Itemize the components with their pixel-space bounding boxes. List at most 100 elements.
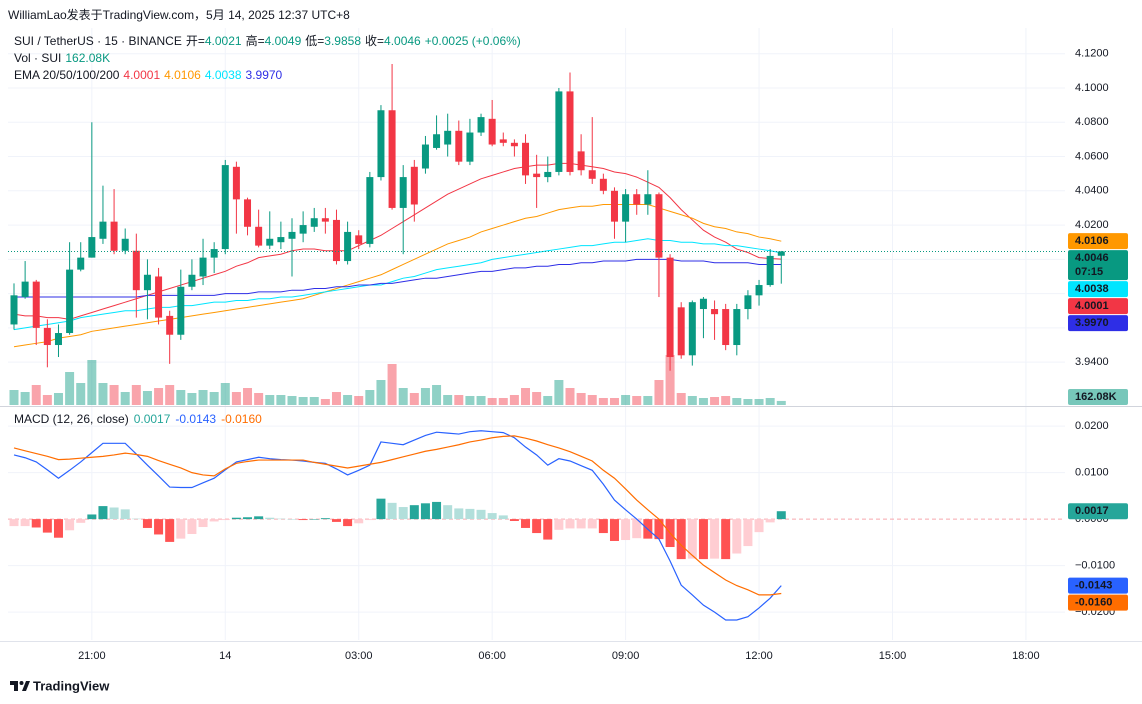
volume-bar (454, 395, 464, 405)
candle-body (510, 142, 518, 147)
macd-histogram-bar (521, 519, 531, 528)
volume-bar (331, 392, 341, 405)
volume-bar (42, 395, 52, 405)
macd-histogram-bar (376, 498, 386, 520)
volume-bar (365, 390, 375, 405)
macd-histogram-bar (698, 519, 708, 560)
candle-body (244, 199, 252, 227)
volume-bar (53, 393, 63, 405)
candle-body (755, 285, 763, 296)
macd-histogram-bar (343, 519, 353, 527)
volume-label: Vol · SUI (14, 51, 62, 65)
volume-bar (354, 396, 364, 405)
x-tick-label: 15:00 (879, 650, 907, 662)
volume-bar (498, 398, 508, 405)
volume-bar (576, 393, 586, 405)
volume-bar (543, 396, 553, 405)
axis-badge (1068, 233, 1128, 250)
volume-bar (443, 395, 453, 405)
legend-row: SUI / TetherUS · 15 · BINANCE 开=4.0021 高=4… (14, 33, 525, 50)
candle-body (688, 302, 696, 356)
volume-bar (220, 383, 230, 405)
volume-bar (765, 398, 775, 405)
x-tick-label: 21:00 (78, 650, 106, 662)
candle-body (54, 333, 62, 346)
macd-histogram-bar (20, 519, 30, 527)
macd-histogram-bar (721, 519, 731, 560)
macd-histogram-bar (42, 519, 52, 533)
y-tick-label: 4.0600 (1075, 150, 1109, 162)
candle-body (155, 276, 163, 318)
macd-histogram-bar (298, 519, 308, 521)
signal-line (13, 435, 782, 596)
ohlc-label: 高= (245, 34, 265, 48)
macd-histogram-bar (142, 519, 152, 528)
macd-histogram-bar (532, 519, 542, 534)
candle-body (166, 315, 174, 335)
y-tick-label: 4.0800 (1075, 116, 1109, 128)
candle-body (711, 309, 719, 315)
candle-body (66, 269, 74, 334)
x-tick-label: 14 (219, 650, 231, 662)
ohlc-value: 4.0046 (384, 34, 421, 48)
candle-body (410, 166, 418, 205)
brand-name: TradingView (33, 678, 110, 693)
axis-badge (1068, 503, 1128, 520)
macd-histogram-bar (587, 519, 597, 529)
volume-bar (154, 388, 164, 405)
macd-histogram-bar (487, 513, 497, 520)
candle-body (610, 190, 618, 222)
macd-histogram-bar (676, 519, 686, 560)
macd-histogram-bar (409, 505, 419, 520)
macd-histogram-bar (209, 519, 219, 522)
macd-histogram-bar (154, 519, 164, 535)
macd-histogram-bar (320, 518, 330, 520)
macd-histogram-bar (387, 502, 397, 520)
candle-body (566, 91, 574, 172)
y-tick-label: 3.9400 (1075, 356, 1109, 368)
macd-histogram-bar (543, 519, 553, 540)
volume-bar (654, 380, 664, 405)
y-tick-label: 4.1000 (1075, 82, 1109, 94)
candle-body (310, 218, 318, 227)
candle-body (599, 178, 607, 191)
ema-line (13, 204, 782, 348)
candle-body (499, 139, 507, 143)
candle-body (344, 231, 352, 262)
logo-mark (22, 681, 30, 691)
candle-body (10, 295, 18, 325)
axis-badge (1068, 298, 1128, 315)
candle-body (321, 218, 329, 222)
volume-bar (698, 398, 708, 405)
volume-bar (276, 395, 286, 405)
volume-bar (209, 392, 219, 405)
macd-histogram-bar (776, 511, 786, 520)
macd-line (13, 430, 782, 621)
candle-body (255, 226, 263, 246)
macd-histogram-bar (598, 519, 608, 534)
macd-histogram-bar (187, 519, 197, 534)
ohlc-label: 低= (305, 34, 325, 48)
macd-histogram-value: 0.0017 (133, 412, 171, 426)
candle-body (110, 221, 118, 251)
volume-bar (710, 397, 720, 405)
candle-body (143, 274, 151, 291)
candle-body (221, 165, 229, 250)
candle-body (188, 274, 196, 287)
volume-bar (687, 396, 697, 405)
macd-histogram-bar (509, 519, 519, 521)
candle-body (722, 309, 730, 346)
legend: SUI / TetherUS · 15 · BINANCE 开=4.0021 高=4… (14, 33, 525, 84)
macd-histogram-bar (632, 519, 642, 539)
volume-bar (343, 395, 353, 405)
axis-badge-label: 4.0038 (1075, 283, 1109, 295)
ema-line (13, 162, 782, 320)
candle-body (21, 281, 29, 298)
volume-bar (776, 400, 786, 405)
ema-line (13, 238, 782, 331)
volume-bar (665, 355, 675, 405)
candle-body (88, 237, 96, 258)
volume-bar (187, 393, 197, 405)
macd-histogram-bar (443, 505, 453, 520)
volume-bar (420, 388, 430, 405)
